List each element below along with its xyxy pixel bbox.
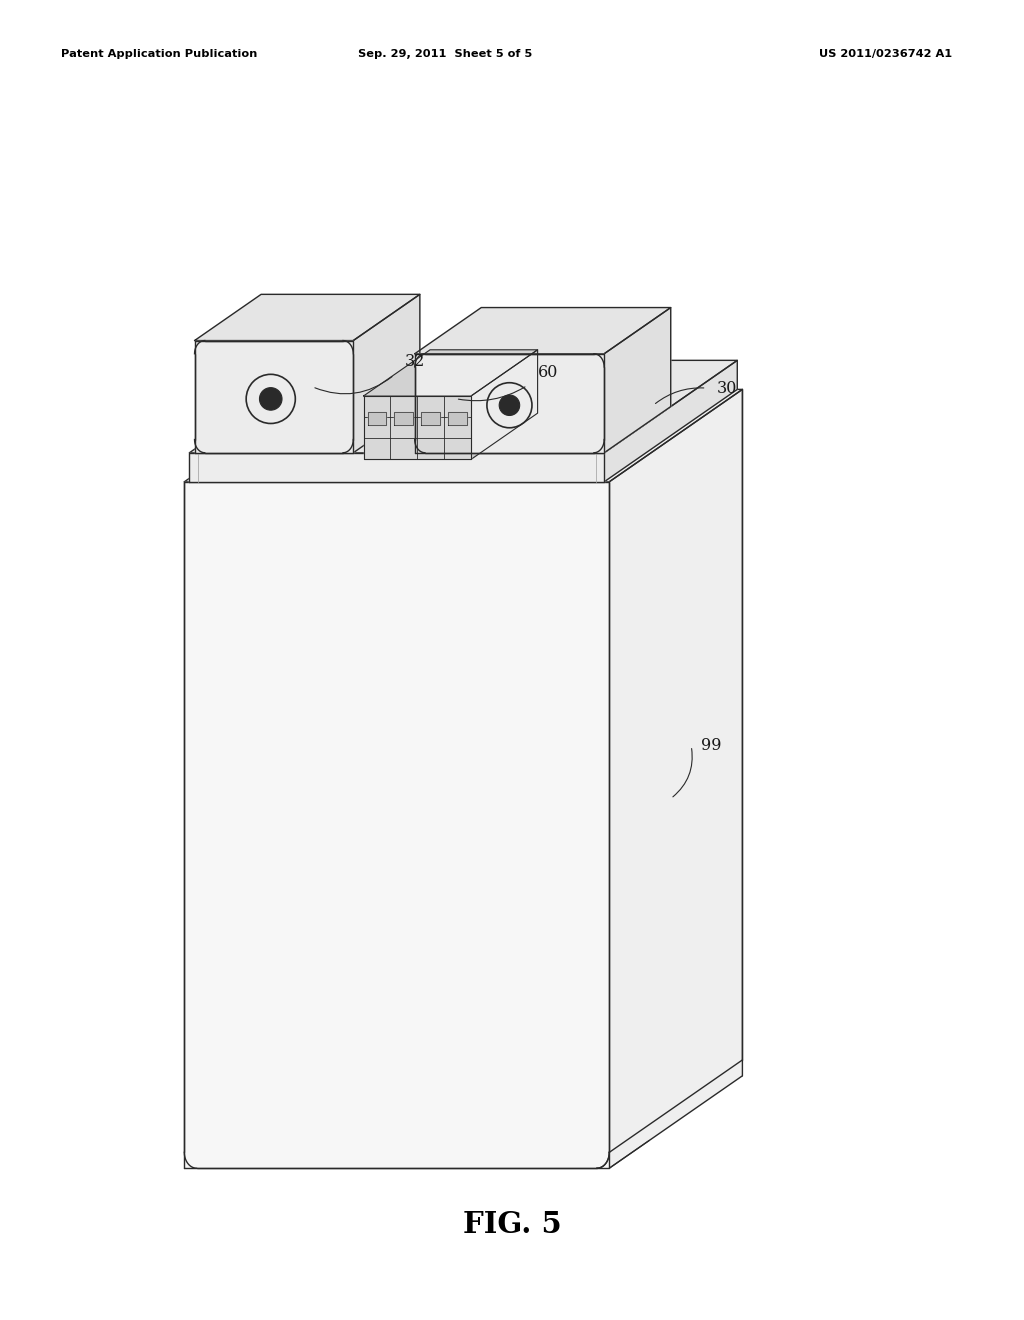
Polygon shape	[184, 389, 742, 482]
Text: 32: 32	[404, 354, 425, 370]
Polygon shape	[364, 396, 471, 459]
Polygon shape	[368, 412, 386, 425]
Polygon shape	[449, 412, 467, 425]
Text: Patent Application Publication: Patent Application Publication	[61, 49, 258, 59]
Polygon shape	[394, 412, 414, 425]
Circle shape	[259, 388, 282, 411]
Polygon shape	[195, 341, 353, 453]
Text: 99: 99	[701, 738, 722, 754]
Polygon shape	[353, 294, 420, 453]
Polygon shape	[184, 482, 609, 1168]
Text: US 2011/0236742 A1: US 2011/0236742 A1	[819, 49, 952, 59]
Polygon shape	[604, 308, 671, 453]
Text: FIG. 5: FIG. 5	[463, 1210, 561, 1239]
Polygon shape	[421, 412, 440, 425]
Text: 60: 60	[538, 364, 558, 380]
Polygon shape	[609, 389, 742, 1168]
Text: Sep. 29, 2011  Sheet 5 of 5: Sep. 29, 2011 Sheet 5 of 5	[358, 49, 532, 59]
Polygon shape	[415, 308, 671, 354]
Polygon shape	[604, 360, 737, 482]
Polygon shape	[471, 350, 538, 459]
Polygon shape	[195, 294, 420, 341]
Circle shape	[499, 395, 519, 416]
Polygon shape	[364, 350, 538, 396]
Polygon shape	[189, 453, 604, 482]
Text: 30: 30	[717, 380, 737, 396]
Polygon shape	[317, 389, 742, 1076]
Polygon shape	[415, 354, 604, 453]
Polygon shape	[189, 360, 737, 453]
